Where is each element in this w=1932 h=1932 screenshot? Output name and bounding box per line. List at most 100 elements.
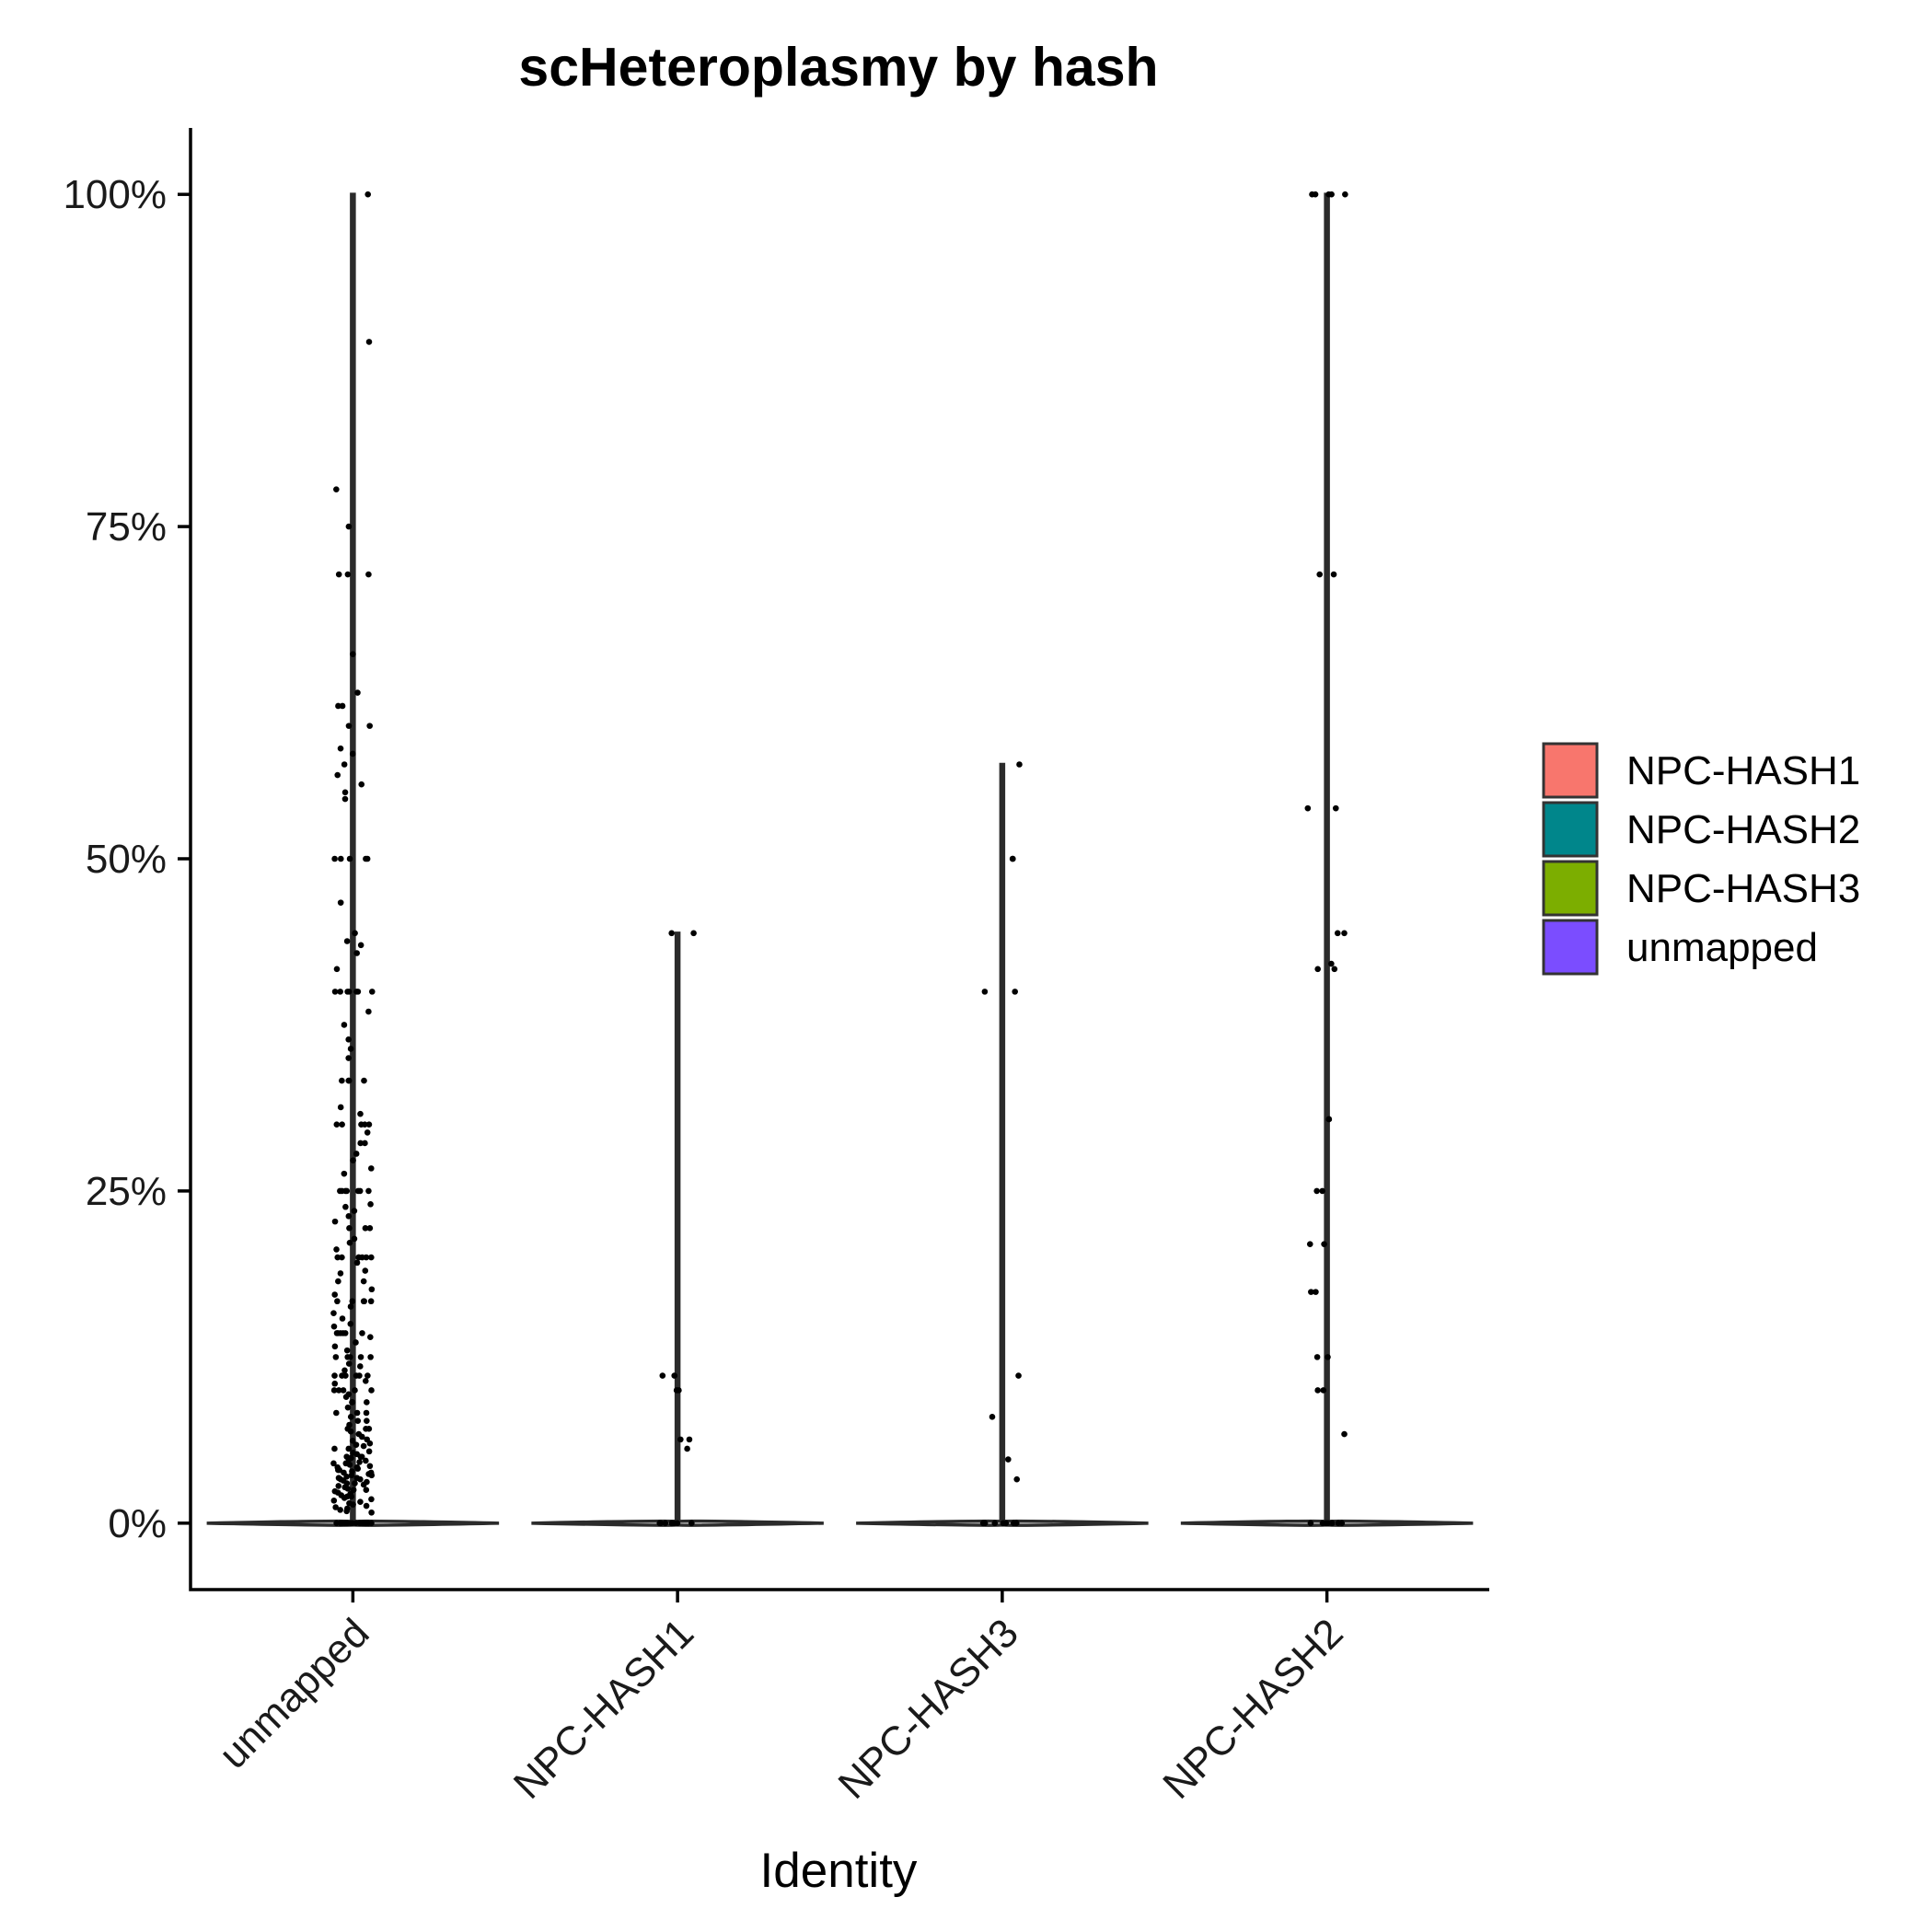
data-point <box>1306 1241 1313 1247</box>
data-point <box>336 1466 342 1474</box>
data-point <box>335 1483 342 1489</box>
data-point <box>367 1334 374 1341</box>
data-point <box>690 930 697 937</box>
data-point <box>357 1498 364 1506</box>
data-point <box>1307 1520 1314 1527</box>
data-point <box>357 1363 364 1370</box>
data-point <box>353 1339 359 1346</box>
data-point <box>331 1343 339 1350</box>
data-point <box>333 1409 340 1417</box>
data-point <box>350 1157 356 1164</box>
data-point <box>362 1378 369 1384</box>
data-point <box>342 1203 349 1210</box>
data-point <box>361 1077 367 1084</box>
data-point <box>330 1460 337 1467</box>
data-point <box>366 723 373 729</box>
data-point <box>362 1225 369 1232</box>
data-point <box>349 750 356 758</box>
data-point <box>331 989 339 995</box>
data-point <box>357 1354 364 1360</box>
data-point <box>340 1387 347 1394</box>
data-point <box>349 1399 355 1406</box>
data-point <box>355 1254 362 1261</box>
data-point <box>1313 1187 1320 1195</box>
data-point <box>335 702 341 710</box>
data-point <box>989 1414 996 1420</box>
data-point <box>363 1487 370 1494</box>
data-point <box>1309 191 1315 198</box>
data-point <box>1341 930 1348 937</box>
data-point <box>363 1502 370 1510</box>
data-point <box>331 1445 338 1452</box>
data-point <box>352 930 358 937</box>
data-point <box>337 1507 343 1513</box>
data-point <box>676 1387 682 1394</box>
data-point <box>337 855 344 862</box>
x-tick-label: unmapped <box>211 1610 378 1777</box>
data-point <box>364 1372 371 1379</box>
data-point <box>367 1354 374 1360</box>
legend-swatch <box>1542 742 1599 799</box>
y-tick-label: 50% <box>86 837 167 882</box>
data-point <box>659 1372 666 1379</box>
data-point <box>359 1520 366 1527</box>
violin-npc-hash1 <box>531 931 824 1527</box>
data-point <box>1325 1116 1333 1123</box>
data-point <box>346 1225 353 1232</box>
data-point <box>1321 1241 1327 1247</box>
data-point <box>1341 1430 1348 1438</box>
data-point <box>1331 966 1338 973</box>
data-point <box>334 771 341 779</box>
data-point <box>337 1520 344 1527</box>
data-point <box>365 1448 373 1455</box>
data-point <box>1009 855 1016 862</box>
data-point <box>351 1208 358 1214</box>
data-point <box>365 571 372 578</box>
y-tick-label: 0% <box>108 1501 167 1546</box>
legend-label: unmapped <box>1626 925 1818 970</box>
data-point <box>656 1520 664 1527</box>
legend-swatch <box>1542 919 1599 976</box>
data-point <box>347 1414 354 1420</box>
data-point <box>362 1267 369 1274</box>
data-point <box>341 789 349 796</box>
data-point <box>347 1303 354 1310</box>
data-point <box>341 795 349 803</box>
data-point <box>345 1360 353 1367</box>
data-point <box>1328 191 1335 198</box>
data-point <box>677 1436 684 1443</box>
data-point <box>332 1354 340 1360</box>
data-point <box>684 1445 690 1452</box>
data-point <box>334 1254 341 1261</box>
data-point <box>1330 571 1337 578</box>
data-point <box>668 930 675 937</box>
data-point <box>1328 960 1335 967</box>
data-point <box>343 1347 351 1354</box>
data-point <box>353 1259 361 1267</box>
data-point <box>341 1022 348 1028</box>
data-point <box>334 1298 341 1305</box>
x-tick-label: NPC-HASH1 <box>505 1610 702 1807</box>
data-point <box>334 1330 341 1336</box>
data-point <box>353 1409 361 1417</box>
data-point <box>330 1387 338 1394</box>
data-point <box>348 1472 355 1479</box>
legend-label: NPC-HASH1 <box>1626 748 1860 793</box>
data-point <box>367 1254 375 1261</box>
x-axis: unmapped NPC-HASH1 NPC-HASH3 NPC-HASH2 <box>211 1590 1352 1808</box>
data-point <box>668 1520 676 1527</box>
data-point <box>357 1140 364 1147</box>
data-point <box>345 1213 353 1220</box>
y-axis: 0% 25% 50% 75% 100% <box>63 172 191 1546</box>
data-point <box>1015 1372 1022 1379</box>
data-point <box>1334 930 1341 937</box>
data-point <box>1304 804 1312 812</box>
data-point <box>351 1235 358 1243</box>
axes-frame <box>189 128 1489 1591</box>
data-point <box>333 1246 340 1253</box>
data-point <box>363 1254 370 1261</box>
data-point <box>341 1367 348 1374</box>
data-point <box>330 1310 337 1317</box>
data-point <box>335 1278 341 1285</box>
data-point <box>333 966 341 973</box>
